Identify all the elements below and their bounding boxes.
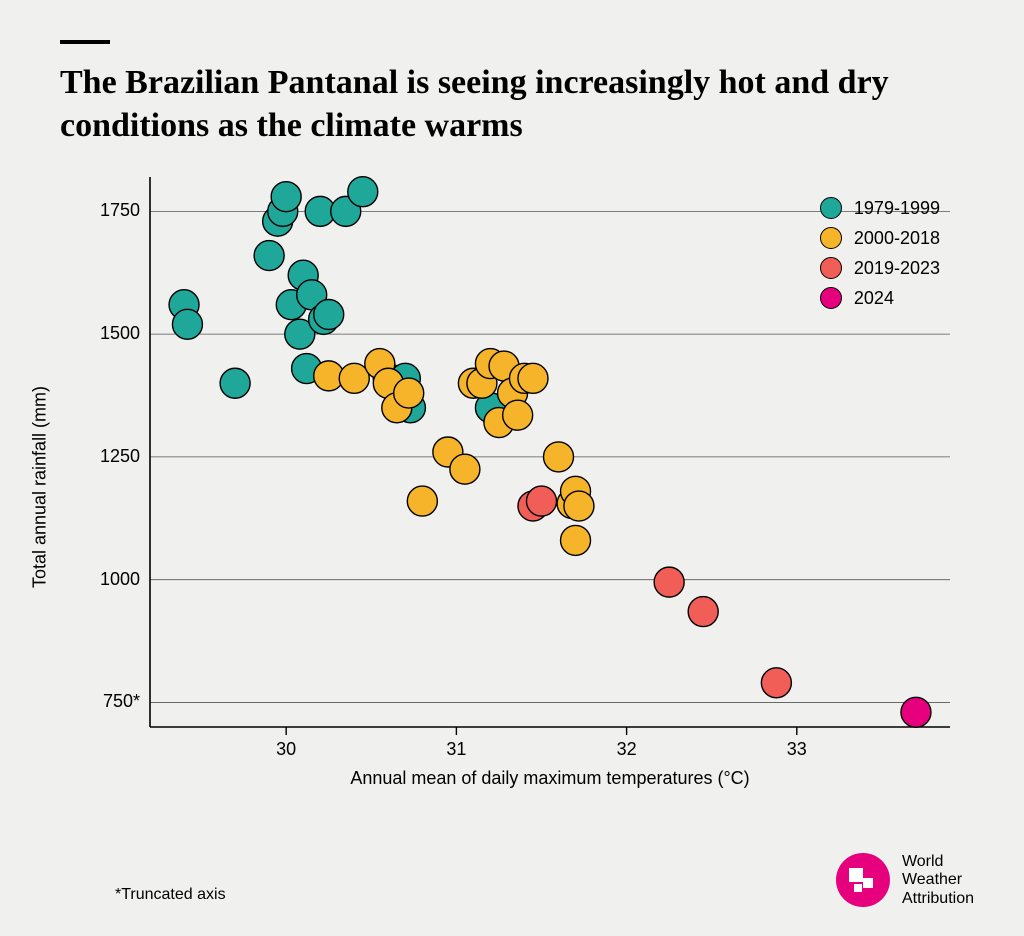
data-point [688,597,718,627]
attribution-text: World Weather Attribution [902,853,974,908]
legend-dot-icon [820,227,842,249]
legend-label: 1979-1999 [854,198,940,219]
wwa-logo-icon [836,853,890,907]
data-point [254,241,284,271]
legend: 1979-1999 2000-2018 2019-2023 2024 [820,197,940,317]
legend-dot-icon [820,287,842,309]
data-point [544,442,574,472]
data-point [172,309,202,339]
data-point [526,486,556,516]
attribution: World Weather Attribution [836,853,974,908]
y-axis-label: Total annual rainfall (mm) [30,386,51,588]
y-tick-label: 750* [80,691,140,712]
legend-item: 1979-1999 [820,197,940,219]
chart-area: Total annual rainfall (mm) Annual mean o… [70,167,970,807]
title-rule [60,40,110,44]
attribution-line1: World [902,853,974,871]
data-point [314,300,344,330]
chart-container: The Brazilian Pantanal is seeing increas… [0,0,1024,936]
legend-label: 2024 [854,288,894,309]
legend-label: 2000-2018 [854,228,940,249]
legend-label: 2019-2023 [854,258,940,279]
data-point [503,400,533,430]
data-point [561,525,591,555]
footnote: *Truncated axis [115,886,226,904]
legend-dot-icon [820,197,842,219]
data-point [407,486,437,516]
x-tick-label: 30 [276,739,296,760]
x-tick-label: 31 [446,739,466,760]
legend-item: 2024 [820,287,940,309]
attribution-line2: Weather [902,871,974,889]
legend-dot-icon [820,257,842,279]
legend-item: 2000-2018 [820,227,940,249]
data-point [220,368,250,398]
y-tick-label: 1250 [80,446,140,467]
x-tick-label: 33 [787,739,807,760]
y-tick-label: 1000 [80,569,140,590]
y-tick-label: 1500 [80,323,140,344]
data-point [901,697,931,727]
data-point [271,182,301,212]
x-axis-label: Annual mean of daily maximum temperature… [350,768,749,789]
x-tick-label: 32 [617,739,637,760]
y-tick-label: 1750 [80,200,140,221]
data-point [394,378,424,408]
data-point [761,668,791,698]
data-point [564,491,594,521]
data-point [348,177,378,207]
chart-title: The Brazilian Pantanal is seeing increas… [60,62,940,147]
legend-item: 2019-2023 [820,257,940,279]
attribution-line3: Attribution [902,890,974,908]
data-point [450,454,480,484]
data-point [654,567,684,597]
data-point [518,363,548,393]
